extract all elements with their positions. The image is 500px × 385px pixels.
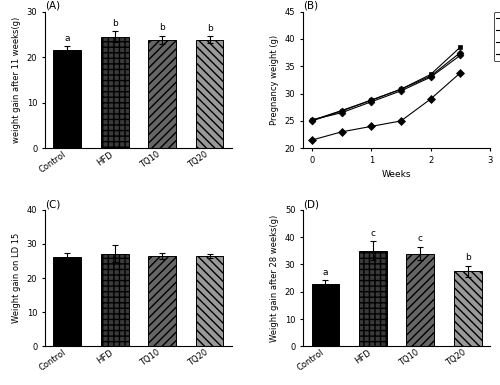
TQ20 bbox=[338, 110, 344, 115]
Line: HFD: HFD bbox=[310, 45, 463, 123]
HFD bbox=[368, 98, 374, 102]
TQ10 bbox=[368, 98, 374, 102]
HFD bbox=[309, 118, 315, 123]
Text: b: b bbox=[160, 23, 165, 32]
TQ10 bbox=[398, 87, 404, 92]
Text: b: b bbox=[207, 24, 212, 33]
Text: b: b bbox=[465, 253, 470, 263]
CON bbox=[398, 119, 404, 123]
Text: a: a bbox=[322, 268, 328, 277]
TQ10 bbox=[428, 74, 434, 79]
CON bbox=[309, 138, 315, 142]
Text: a: a bbox=[64, 34, 70, 43]
HFD bbox=[458, 45, 464, 49]
CON bbox=[368, 124, 374, 129]
Line: CON: CON bbox=[309, 70, 463, 143]
Text: (B): (B) bbox=[303, 1, 318, 11]
Y-axis label: Weight gain after 28 weeks(g): Weight gain after 28 weeks(g) bbox=[270, 214, 279, 342]
TQ20 bbox=[398, 89, 404, 93]
Y-axis label: weight gain after 11 weeks(g): weight gain after 11 weeks(g) bbox=[12, 17, 21, 143]
HFD bbox=[428, 72, 434, 77]
TQ20 bbox=[368, 99, 374, 104]
TQ10 bbox=[309, 119, 315, 123]
TQ20 bbox=[458, 53, 464, 58]
Bar bbox=[101, 254, 128, 346]
CON bbox=[428, 97, 434, 101]
TQ10 bbox=[458, 50, 464, 55]
Legend: TQ20, TQ10, HFD, CON: TQ20, TQ10, HFD, CON bbox=[494, 12, 500, 61]
Text: (A): (A) bbox=[45, 1, 60, 11]
CON bbox=[458, 70, 464, 75]
Text: c: c bbox=[418, 234, 423, 243]
TQ20 bbox=[309, 117, 315, 122]
Bar bbox=[196, 256, 224, 346]
Bar bbox=[148, 256, 176, 346]
Y-axis label: Weight gain on LD 15: Weight gain on LD 15 bbox=[12, 233, 21, 323]
Y-axis label: Pregnancy weight (g): Pregnancy weight (g) bbox=[270, 35, 279, 125]
Bar bbox=[148, 40, 176, 148]
Text: c: c bbox=[370, 229, 376, 238]
HFD bbox=[338, 108, 344, 113]
Bar bbox=[359, 251, 386, 346]
Bar bbox=[54, 257, 81, 346]
Bar bbox=[406, 254, 434, 346]
X-axis label: Weeks: Weeks bbox=[382, 171, 412, 179]
Bar bbox=[312, 284, 339, 346]
CON bbox=[338, 129, 344, 134]
Bar bbox=[454, 271, 481, 346]
Text: (D): (D) bbox=[303, 199, 319, 209]
TQ20 bbox=[428, 75, 434, 79]
Text: b: b bbox=[112, 19, 117, 28]
Bar bbox=[54, 50, 81, 148]
Bar bbox=[196, 40, 224, 148]
Line: TQ20: TQ20 bbox=[310, 53, 463, 122]
Line: TQ10: TQ10 bbox=[310, 50, 463, 123]
HFD bbox=[398, 87, 404, 92]
Text: (C): (C) bbox=[45, 199, 60, 209]
TQ10 bbox=[338, 109, 344, 114]
Bar bbox=[101, 37, 128, 148]
